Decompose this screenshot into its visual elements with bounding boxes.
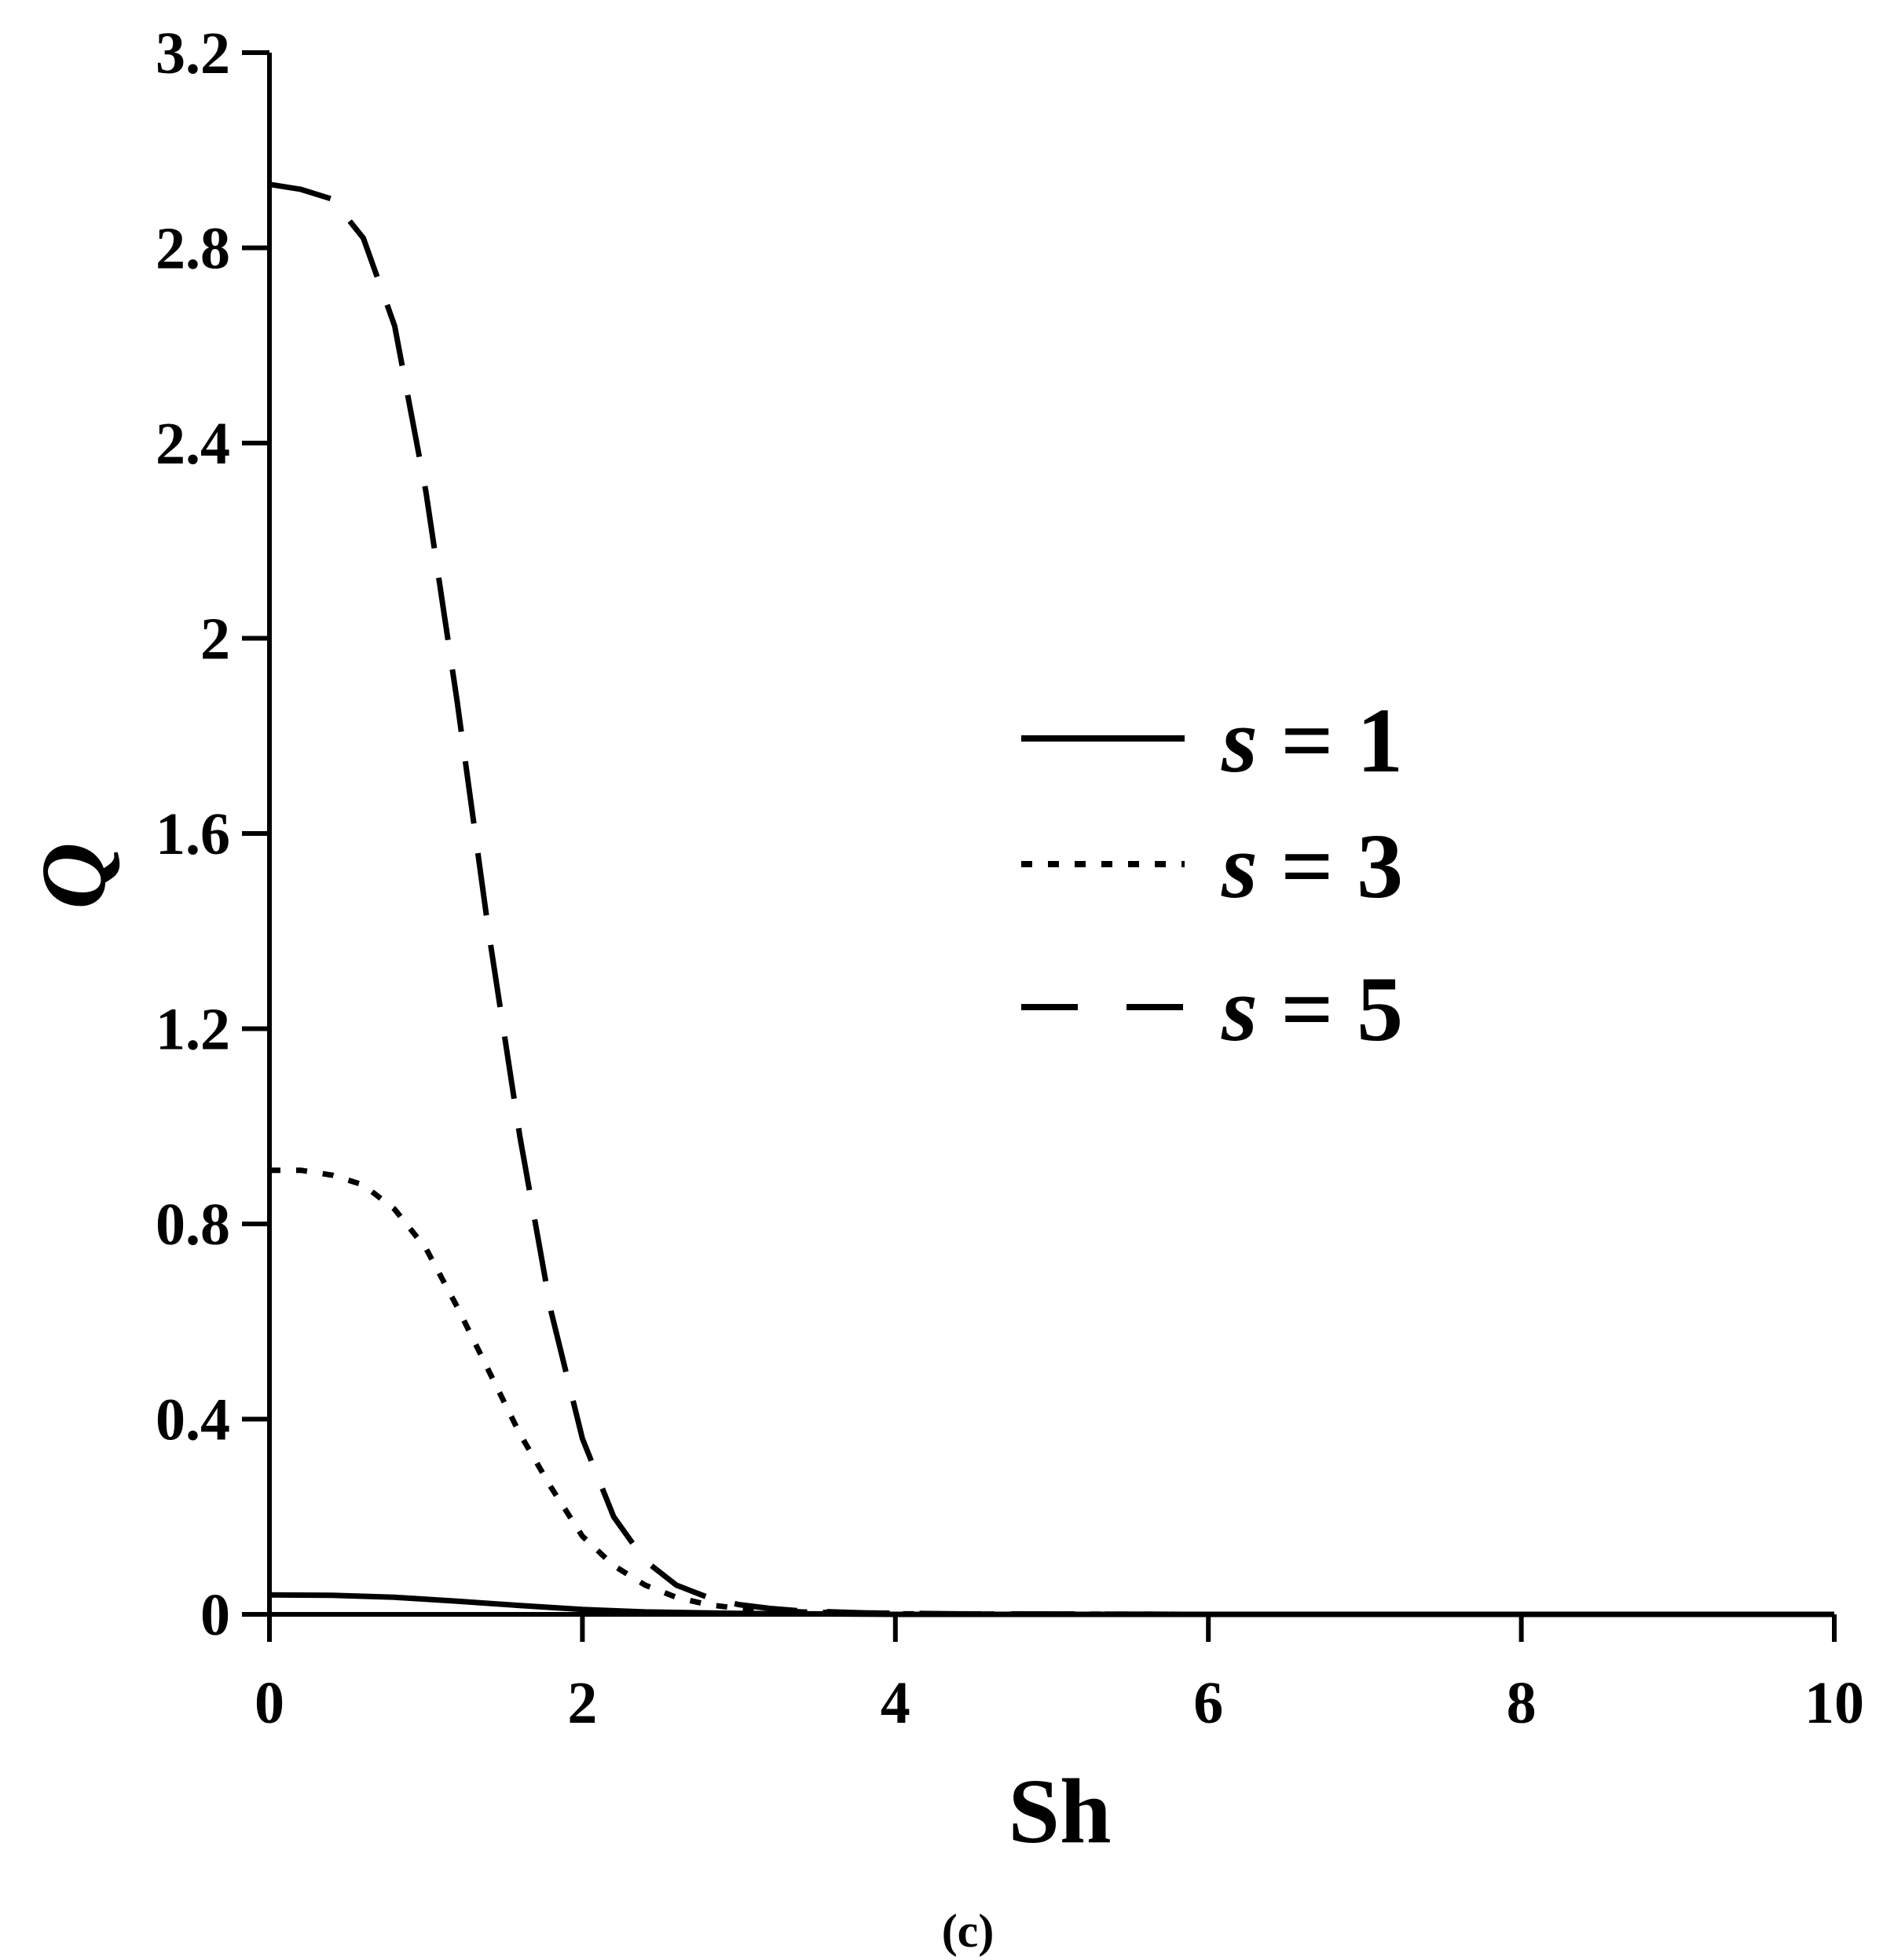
y-tick-label: 1.2	[156, 997, 230, 1063]
y-tick-label: 0.8	[156, 1192, 230, 1258]
series-line	[269, 1167, 1834, 1617]
legend: s = 1 s = 3 s = 5	[1021, 689, 1403, 1061]
legend-label: s = 3	[1221, 815, 1403, 918]
x-ticks: 0 2 4 6 8 10	[255, 1614, 1864, 1736]
legend-item: s = 5	[1021, 958, 1403, 1061]
legend-label: s = 5	[1221, 958, 1403, 1061]
legend-label: s = 1	[1221, 689, 1403, 792]
y-tick-label: 0.4	[156, 1387, 230, 1453]
x-tick-label: 8	[1507, 1670, 1537, 1736]
axes	[267, 53, 1834, 1642]
x-tick-label: 6	[1193, 1670, 1223, 1736]
x-axis-title: Sh	[1008, 1760, 1111, 1863]
series-layer	[269, 181, 1834, 1617]
legend-item: s = 1	[1021, 689, 1403, 792]
figure-caption: (c)	[942, 1905, 995, 1957]
x-tick-label: 2	[567, 1670, 597, 1736]
series-line	[269, 181, 1834, 1617]
x-tick-label: 4	[881, 1670, 910, 1736]
legend-item: s = 3	[1021, 815, 1403, 918]
x-tick-label: 10	[1804, 1670, 1864, 1736]
y-tick-label: 1.6	[156, 801, 230, 867]
x-tick-label: 0	[255, 1670, 284, 1736]
y-tick-label: 0	[200, 1582, 230, 1648]
y-tick-label: 2.4	[156, 411, 230, 477]
series-dotted	[269, 1167, 1834, 1617]
y-ticks: 0 0.4 0.8 1.2 1.6 2 2.4 2.8 3.2	[156, 20, 269, 1648]
y-tick-label: 2.8	[156, 216, 230, 282]
y-axis-title: Q	[22, 842, 125, 909]
y-tick-label: 2	[200, 606, 230, 672]
y-tick-label: 3.2	[156, 20, 230, 86]
series-dashed	[269, 181, 1834, 1617]
